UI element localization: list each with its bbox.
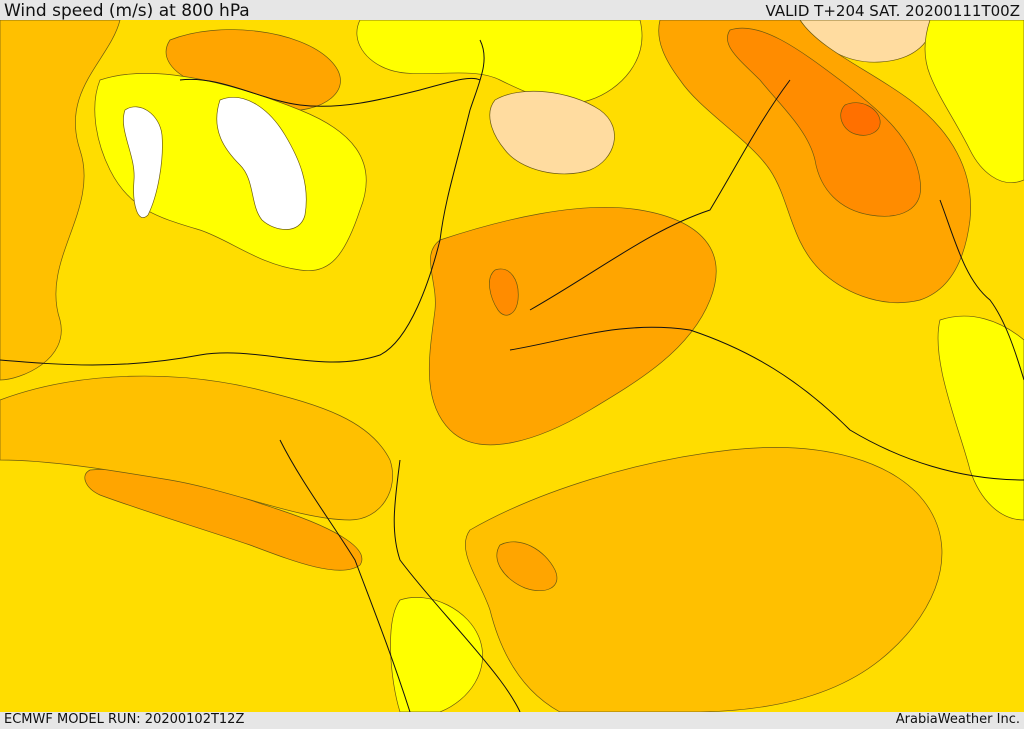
wind-region-north-yellow	[356, 20, 643, 104]
valid-time-label: VALID T+204 SAT. 20200111T00Z	[765, 2, 1020, 20]
wind-region-calm-white-small	[123, 106, 163, 218]
wind-region-calm-white	[216, 97, 307, 230]
wind-region-ne-yellow	[924, 20, 1024, 183]
border-gulf	[939, 199, 1024, 381]
wind-region-saudi-orange	[465, 447, 943, 712]
coastline-redsea-west	[279, 439, 411, 712]
header-bar: Wind speed (m/s) at 800 hPa VALID T+204 …	[0, 0, 1024, 20]
model-run-label: ECMWF MODEL RUN: 20200102T12Z	[4, 712, 245, 727]
border-saudi-north	[509, 326, 1024, 481]
wind-region-ne-max	[840, 102, 881, 136]
wind-region-ne-core	[727, 27, 921, 217]
coastline-redsea-east	[393, 459, 521, 712]
wind-region-saudi-patch	[496, 541, 558, 592]
border-iraq	[529, 79, 791, 311]
wind-region-central-orange	[429, 207, 717, 446]
map-canvas	[0, 20, 1024, 712]
borders-layer	[0, 39, 1024, 712]
wind-region-ne-jet	[658, 20, 971, 304]
coastline-med	[0, 39, 485, 366]
wind-region-central-core	[489, 268, 519, 316]
footer-bar: ECMWF MODEL RUN: 20200102T12Z ArabiaWeat…	[0, 712, 1024, 729]
wind-region-east-yellow	[937, 315, 1024, 521]
wind-speed-map	[0, 20, 1024, 712]
wind-region-north-peach	[489, 90, 615, 175]
wind-region-egypt-orange	[0, 375, 393, 521]
coastline-turkey	[179, 77, 481, 107]
credit-label: ArabiaWeather Inc.	[895, 712, 1020, 727]
map-title: Wind speed (m/s) at 800 hPa	[4, 1, 250, 21]
wind-region-south-yellow	[390, 597, 483, 712]
